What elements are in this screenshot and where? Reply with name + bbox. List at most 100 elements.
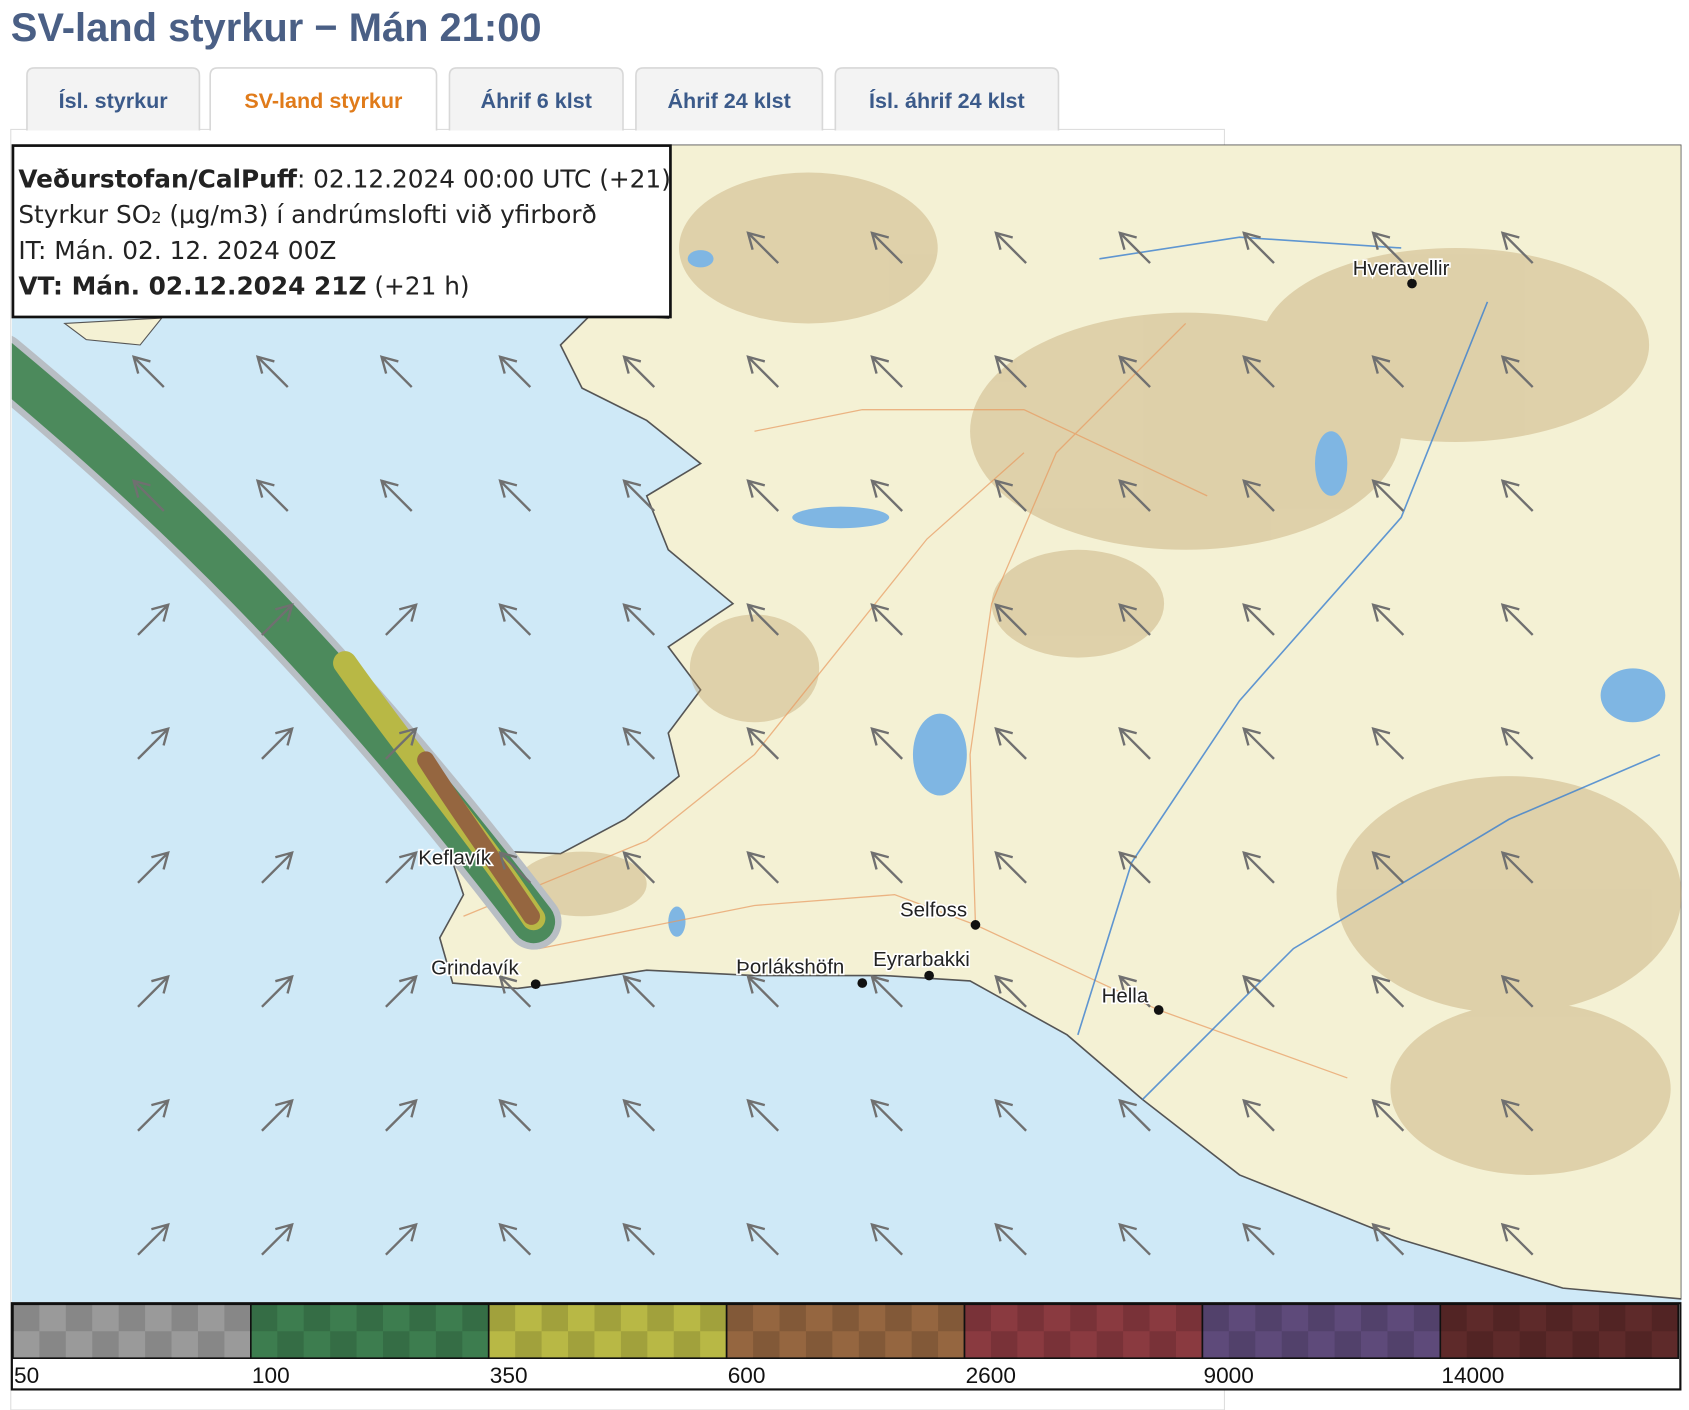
wind-arrow — [870, 850, 904, 884]
wind-arrow — [1500, 1222, 1534, 1256]
legend-check — [700, 1304, 727, 1332]
wind-arrow — [385, 727, 418, 760]
wind-arrow — [137, 1222, 170, 1256]
tab-label[interactable]: SV-land styrkur — [244, 88, 403, 113]
tab-label[interactable]: Áhrif 6 klst — [481, 88, 592, 113]
legend-check — [409, 1304, 436, 1332]
wind-arrow — [994, 479, 1027, 512]
tab[interactable]: Áhrif 24 klst — [635, 67, 824, 131]
wind-arrow — [379, 479, 413, 512]
roads — [463, 322, 1348, 1079]
wind-arrow — [1242, 850, 1275, 884]
wind-arrow — [498, 1098, 532, 1132]
legend-check — [779, 1304, 806, 1332]
tab[interactable]: Ísl. styrkur — [26, 67, 201, 131]
tab[interactable]: Áhrif 6 klst — [448, 67, 624, 131]
info-text: : 02.12.2024 00:00 UTC (+21) — [297, 165, 671, 194]
wind-arrow — [1371, 231, 1405, 264]
wind-arrow — [870, 231, 904, 264]
place-dot — [1153, 1005, 1164, 1015]
wind-arrow — [385, 850, 418, 884]
wind-arrow — [1371, 355, 1405, 388]
wind-arrow — [622, 355, 656, 388]
wind-arrow — [746, 1222, 780, 1256]
wind-arrow — [622, 1222, 656, 1256]
info-line: IT: Mán. 02. 12. 2024 00Z — [18, 236, 336, 265]
wind-arrow — [994, 974, 1027, 1008]
info-text: VT: Mán. 02.12.2024 21Z — [18, 271, 366, 300]
tab[interactable]: SV-land styrkur — [209, 67, 438, 131]
tab-shape — [834, 67, 1060, 131]
legend-swatch — [487, 1303, 728, 1359]
place-dot — [970, 920, 981, 930]
wind-arrow — [622, 974, 656, 1008]
wind-arrow — [261, 727, 294, 760]
legend-check — [1387, 1331, 1414, 1359]
wind-arrow — [1242, 727, 1275, 760]
land-islet — [63, 317, 163, 346]
legend-label: 9000 — [1204, 1363, 1254, 1388]
legend-swatch — [963, 1303, 1204, 1359]
wind-arrow — [870, 974, 904, 1008]
wind-arrow — [385, 1098, 418, 1132]
legend-label: 50 — [14, 1363, 39, 1388]
tab[interactable]: Ísl. áhrif 24 klst — [834, 67, 1060, 131]
legend-check — [1413, 1304, 1441, 1332]
place-name: Eyrarbakki — [873, 948, 970, 971]
legend-check — [303, 1304, 331, 1332]
legend-check — [938, 1304, 965, 1332]
wind-arrow — [1371, 974, 1405, 1008]
legend-label: 350 — [490, 1363, 528, 1388]
wind-arrow — [1242, 1222, 1275, 1256]
legend-check — [1519, 1331, 1547, 1359]
wind-arrow — [1118, 1222, 1151, 1256]
legend-check — [832, 1304, 859, 1332]
wind-arrow — [870, 479, 904, 512]
wind-arrow — [1118, 1098, 1151, 1132]
wind-arrow — [255, 355, 289, 388]
wind-arrow — [994, 727, 1027, 760]
legend-check — [462, 1304, 489, 1332]
wind-arrow — [994, 1098, 1027, 1132]
legend-label: 14000 — [1441, 1363, 1504, 1388]
wind-arrow — [131, 479, 165, 512]
legend-check — [753, 1331, 780, 1359]
wind-arrow — [994, 231, 1027, 264]
tab-shape — [635, 67, 824, 131]
legend-check — [647, 1304, 674, 1332]
wind-arrow — [1118, 974, 1151, 1008]
wind-arrow — [498, 850, 532, 884]
legend-swatch — [1439, 1303, 1680, 1359]
wind-arrow — [1371, 603, 1405, 636]
info-line: Veðurstofan/CalPuff: 02.12.2024 00:00 UT… — [18, 165, 671, 194]
legend-check — [1017, 1304, 1044, 1332]
tab-shape — [209, 67, 438, 131]
tab-shape — [448, 67, 624, 131]
wind-arrow — [1371, 727, 1405, 760]
legend-check — [488, 1304, 516, 1332]
wind-arrow — [1371, 850, 1405, 884]
subscript: 2 — [151, 208, 161, 227]
wind-arrow — [1242, 603, 1275, 636]
legend-check — [118, 1304, 146, 1332]
tab-label[interactable]: Ísl. áhrif 24 klst — [869, 88, 1025, 113]
tab-label[interactable]: Ísl. styrkur — [59, 88, 169, 113]
wind-arrow — [746, 974, 780, 1008]
place-name: Hveravellir — [1353, 257, 1450, 280]
legend-check — [1493, 1304, 1520, 1332]
legend-check — [1440, 1304, 1467, 1332]
legend-check — [990, 1331, 1018, 1359]
legend-check — [1096, 1331, 1124, 1359]
legend-check — [330, 1331, 357, 1359]
lakes — [668, 250, 1666, 937]
legend-check — [1466, 1331, 1494, 1359]
legend-check — [382, 1331, 410, 1359]
wind-arrow — [622, 603, 656, 636]
legend-swatch — [725, 1303, 966, 1359]
wind-arrow — [1118, 727, 1151, 760]
map: Hveravellir Keflavík Grindavík Þorlákshöfn S… — [11, 144, 1682, 1303]
wind-arrow — [137, 1098, 170, 1132]
legend-check — [541, 1304, 569, 1332]
tab-label[interactable]: Áhrif 24 klst — [667, 88, 790, 113]
